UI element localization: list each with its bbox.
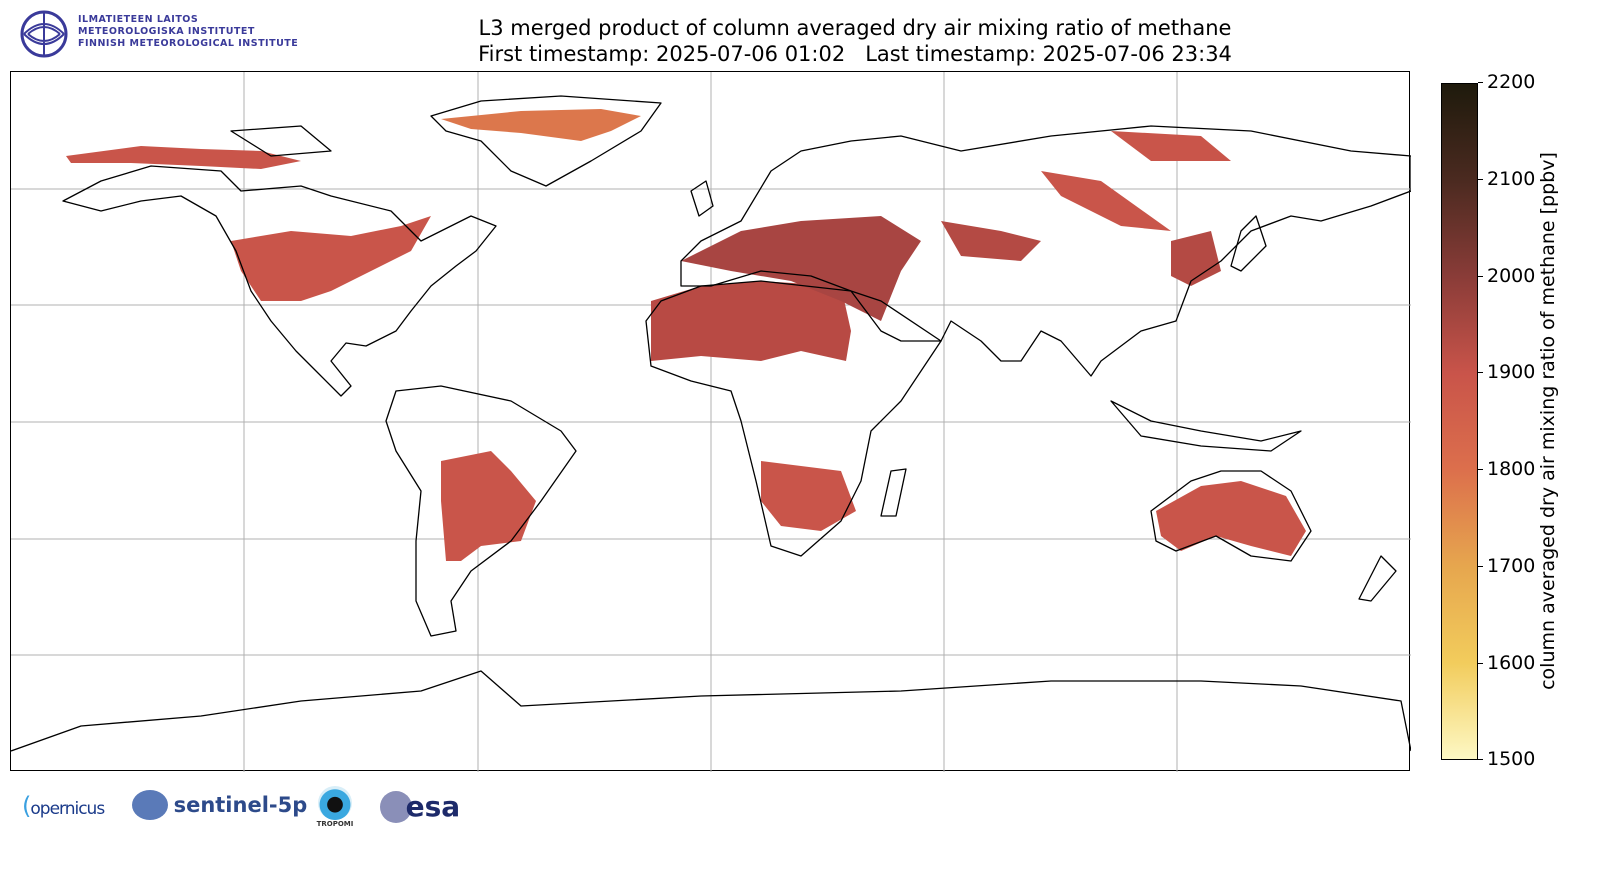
data-china (1171, 231, 1221, 286)
esa-logo: esa (380, 790, 460, 823)
colorbar-tick: 1600 (1478, 652, 1535, 674)
antarctica-coast (10, 670, 1412, 752)
colorbar (1441, 83, 1478, 760)
uk-coast (690, 180, 714, 217)
colorbar-tick: 1700 (1478, 555, 1535, 577)
arctic-islands-coast (230, 125, 332, 157)
colorbar-tick: 2200 (1478, 71, 1535, 93)
colorbar-tick: 2100 (1478, 168, 1535, 190)
colorbar-tick: 1500 (1478, 748, 1535, 770)
world-map (10, 71, 1412, 772)
tropomi-eye-icon (318, 786, 352, 820)
data-north-america (231, 216, 431, 301)
madagascar-coast (880, 468, 907, 517)
fmi-line1: ILMATIETEEN LAITOS (78, 14, 199, 25)
coastlines (10, 95, 1412, 752)
map-subtitle-timestamps: First timestamp: 2025-07-06 01:02 Last t… (478, 42, 1232, 66)
esa-emblem-icon (380, 790, 412, 823)
map-title: L3 merged product of column averaged dry… (478, 16, 1232, 40)
data-southern-africa (761, 461, 856, 531)
new-zealand-coast (1358, 555, 1397, 602)
data-sahara (651, 281, 851, 361)
gridlines (11, 72, 1411, 772)
data-south-america (441, 451, 536, 561)
map-canvas (10, 72, 1412, 772)
greenland-coast (430, 95, 662, 187)
data-greenland (441, 109, 641, 141)
satellite-icon (132, 790, 168, 820)
colorbar-tick: 1900 (1478, 361, 1535, 383)
methane-data (66, 109, 1306, 561)
fmi-emblem-icon (20, 10, 68, 58)
data-australia (1156, 481, 1306, 556)
data-north-siberia (1111, 131, 1231, 161)
fmi-line3: FINNISH METEOROLOGICAL INSTITUTE (78, 38, 299, 49)
colorbar-label: column averaged dry air mixing ratio of … (1537, 152, 1559, 690)
australia-coast (1150, 470, 1312, 562)
north-america-coast (62, 165, 497, 397)
data-central-asia (941, 221, 1041, 261)
japan-coast (1230, 215, 1267, 272)
colorbar-tick: 2000 (1478, 265, 1535, 287)
africa-coast (645, 280, 942, 557)
fmi-logo (18, 10, 288, 58)
sentinel-5p-logo: sentinel-5p (132, 790, 307, 820)
eurasia-coast (680, 125, 1412, 377)
south-america-coast (385, 385, 577, 637)
colorbar-tick: 1800 (1478, 458, 1535, 480)
data-canada-arctic (66, 146, 301, 169)
tropomi-logo: TROPOMI (314, 786, 356, 828)
data-siberia (1041, 171, 1171, 231)
copernicus-logo: (opernicus (22, 792, 105, 820)
indonesia-coast (1110, 400, 1302, 452)
fmi-line2: METEOROLOGISKA INSTITUTET (78, 26, 255, 37)
fmi-logo-text: ILMATIETEEN LAITOS METEOROLOGISKA INSTIT… (78, 14, 298, 50)
